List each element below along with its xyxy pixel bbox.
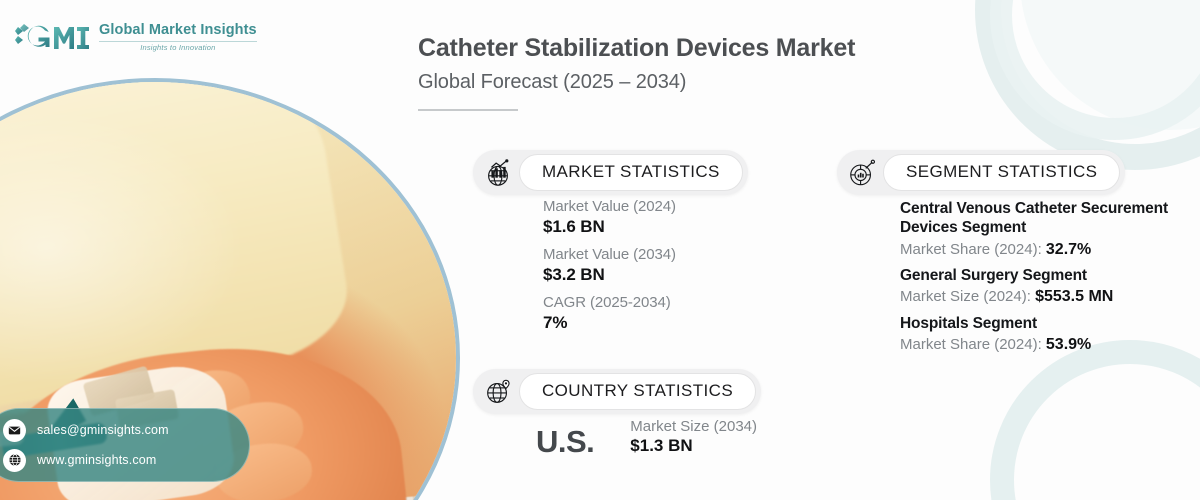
country-statistics-block: U.S. Market Size (2034) $1.3 BN [536, 418, 757, 457]
section-header-country-statistics: COUNTRY STATISTICS [473, 369, 762, 414]
section-header-segment-statistics: SEGMENT STATISTICS [837, 150, 1126, 195]
segment-metric-value: 32.7% [1045, 240, 1092, 258]
market-stat-row: Market Value (2024) $1.6 BN [543, 198, 676, 237]
contact-email-row[interactable]: sales@gminsights.com [3, 418, 235, 442]
market-stat-label: CAGR (2025-2034) [543, 294, 671, 311]
decor-circle-top-right-fill [1020, 0, 1200, 130]
decor-ring-top-right-outer [975, 0, 1200, 170]
market-stat-row: Market Value (2034) $3.2 BN [543, 246, 676, 285]
page-title: Catheter Stabilization Devices Market [418, 34, 856, 62]
market-stat-label: Market Value (2024) [543, 198, 676, 215]
envelope-icon [3, 418, 26, 442]
market-stat-value: $1.6 BN [543, 217, 605, 236]
header-block: Catheter Stabilization Devices Market Gl… [418, 34, 855, 111]
segment-metric-value: 53.9% [1045, 335, 1092, 353]
globe-pin-icon [481, 375, 515, 409]
section-header-market-statistics: MARKET STATISTICS [473, 150, 748, 195]
decor-ring-top-right-inner [990, 0, 1200, 140]
market-stat-label: Market Value (2034) [543, 246, 676, 263]
market-stat-value: 7% [543, 313, 568, 332]
country-metric-value: $1.3 BN [630, 436, 693, 456]
country-metric-label: Market Size (2034) [630, 418, 758, 435]
segment-item: General Surgery Segment Market Size (202… [900, 266, 1180, 309]
brand-tagline: Insights to Innovation [140, 42, 216, 52]
segment-metric-label: Market Share (2024): [900, 335, 1046, 353]
globe-icon [3, 448, 26, 472]
page-subtitle: Global Forecast (2025 – 2034) [418, 71, 687, 93]
market-statistics-list: Market Value (2024) $1.6 BN Market Value… [543, 198, 676, 342]
segment-metric-value: $553.5 MN [1035, 288, 1114, 306]
market-stat-row: CAGR (2025-2034) 7% [543, 294, 676, 333]
country-name: U.S. [536, 424, 595, 460]
segment-metric-label: Market Size (2024): [900, 288, 1036, 306]
section-title-segment-statistics: SEGMENT STATISTICS [883, 154, 1121, 191]
header-divider [418, 109, 518, 111]
decor-ring-bottom-right [990, 340, 1200, 500]
contact-bar: sales@gminsights.com www.gminsights.com [0, 408, 250, 482]
segment-metric: Market Share (2024): 53.9% [900, 333, 1180, 356]
contact-website: www.gminsights.com [37, 453, 157, 467]
gmi-logo-icon [15, 24, 89, 49]
section-title-country-statistics: COUNTRY STATISTICS [519, 373, 757, 410]
segment-name: Hospitals Segment [900, 314, 1037, 332]
segment-statistics-list: Central Venous Catheter Securement Devic… [900, 199, 1180, 361]
contact-email: sales@gminsights.com [37, 423, 169, 437]
brand-logo[interactable]: Global Market Insights Insights to Innov… [14, 22, 257, 52]
brand-name: Global Market Insights [99, 22, 257, 38]
segment-metric: Market Share (2024): 32.7% [900, 238, 1180, 261]
market-stat-value: $3.2 BN [543, 265, 605, 284]
contact-website-row[interactable]: www.gminsights.com [3, 448, 235, 472]
globe-bar-chart-icon [481, 156, 515, 190]
segment-item: Central Venous Catheter Securement Devic… [900, 199, 1180, 261]
segment-metric-label: Market Share (2024): [900, 240, 1046, 258]
brand-divider [99, 40, 257, 42]
segment-item: Hospitals Segment Market Share (2024): 5… [900, 314, 1180, 357]
segment-name: Central Venous Catheter Securement Devic… [900, 200, 1168, 237]
section-title-market-statistics: MARKET STATISTICS [519, 154, 743, 191]
segment-metric: Market Size (2024): $553.5 MN [900, 285, 1180, 308]
segment-name: General Surgery Segment [900, 266, 1087, 284]
donut-chart-target-icon [845, 156, 879, 190]
